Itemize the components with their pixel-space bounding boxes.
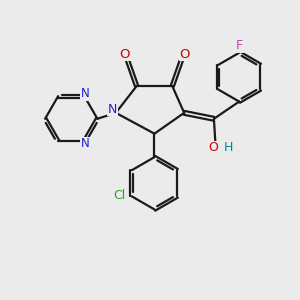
Text: N: N (80, 137, 89, 150)
Text: H: H (224, 141, 233, 154)
Text: O: O (208, 141, 218, 154)
Text: N: N (108, 103, 117, 116)
Text: Cl: Cl (113, 189, 125, 202)
Text: F: F (236, 39, 243, 52)
Text: O: O (119, 48, 130, 61)
Text: N: N (80, 87, 89, 100)
Text: O: O (179, 48, 190, 61)
